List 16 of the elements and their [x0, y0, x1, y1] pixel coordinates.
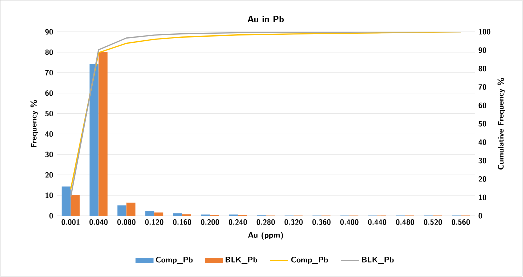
bar	[146, 212, 155, 216]
bar	[126, 202, 136, 216]
legend-label: Comp_Pb	[291, 257, 328, 264]
bar	[70, 195, 80, 216]
x-axis-title: Au (ppm)	[248, 232, 284, 240]
chart-title: Au in Pb	[248, 16, 284, 22]
legend-label: Comp_Pb	[156, 257, 193, 264]
bar	[118, 206, 127, 216]
bar	[90, 64, 99, 216]
bar	[154, 212, 164, 216]
legend-label: BLK_Pb	[362, 257, 394, 264]
legend-label: BLK_Pb	[226, 257, 258, 264]
bar	[98, 52, 108, 216]
bar	[62, 186, 71, 216]
y-axis-title: Frequency %	[30, 100, 38, 148]
y2-axis-title: Cumulative Frequency %	[498, 78, 506, 170]
